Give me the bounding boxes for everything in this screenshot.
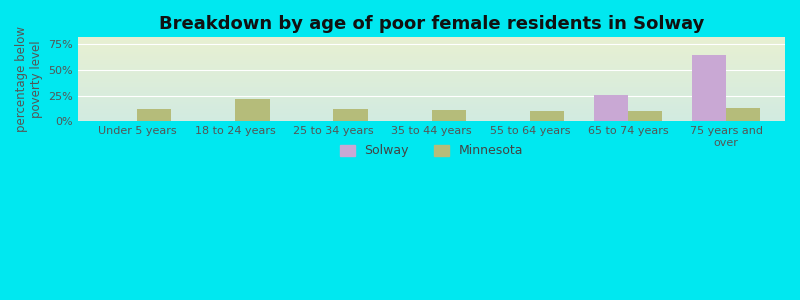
Bar: [334, 109, 368, 121]
Bar: [594, 95, 628, 121]
Bar: [137, 109, 171, 121]
Bar: [692, 55, 726, 121]
Bar: [530, 111, 564, 121]
Y-axis label: percentage below
poverty level: percentage below poverty level: [15, 26, 43, 132]
Bar: [726, 108, 761, 121]
Bar: [628, 111, 662, 121]
Bar: [235, 99, 270, 121]
Bar: [431, 110, 466, 121]
Legend: Solway, Minnesota: Solway, Minnesota: [334, 138, 530, 164]
Title: Breakdown by age of poor female residents in Solway: Breakdown by age of poor female resident…: [159, 15, 704, 33]
